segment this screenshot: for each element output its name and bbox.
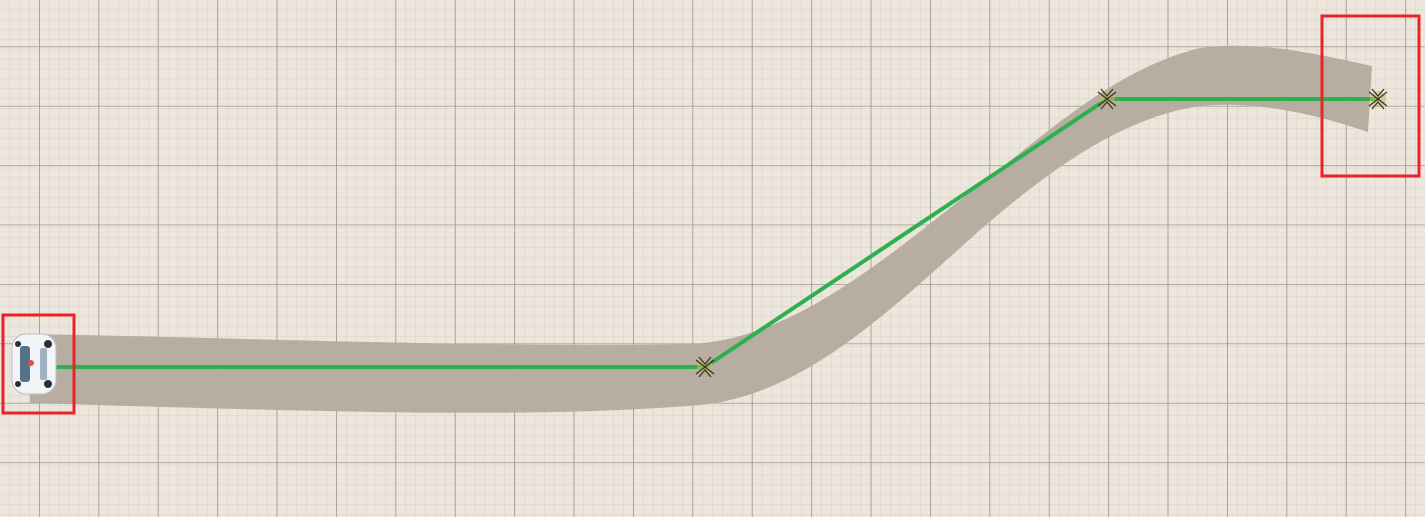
goal-highlight-box	[1320, 14, 1421, 178]
waypoint-marker-icon[interactable]	[1097, 88, 1117, 110]
planned-path	[38, 97, 1380, 369]
road	[30, 45, 1372, 413]
start-highlight-box	[1, 313, 76, 415]
waypoint-marker-icon[interactable]	[695, 356, 715, 378]
goal-marker-icon[interactable]	[1368, 88, 1388, 110]
car-icon[interactable]	[11, 333, 57, 395]
